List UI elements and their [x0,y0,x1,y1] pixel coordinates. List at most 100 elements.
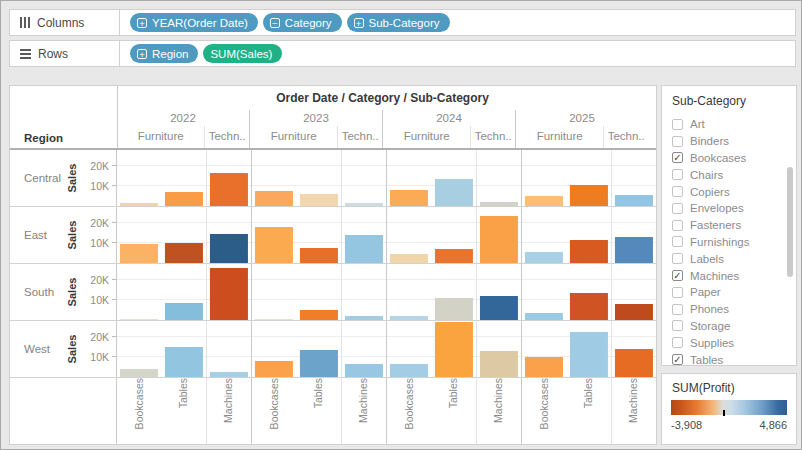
bar-mark-machines[interactable] [615,237,653,263]
filter-item-bookcases[interactable]: ✓Bookcases [672,150,796,167]
shelf-pill-region[interactable]: +Region [130,44,198,63]
bar-mark-machines[interactable] [345,235,383,263]
bar-mark-machines[interactable] [480,216,518,263]
filter-item-storage[interactable]: Storage [672,318,796,335]
bar-mark-machines[interactable] [210,268,248,320]
expand-plus-icon[interactable]: + [137,18,147,28]
shelf-pill-year-order-date-[interactable]: +YEAR(Order Date) [130,13,258,32]
bar-mark-tables[interactable] [164,303,202,320]
shelf-pill-sum-sales-[interactable]: SUM(Sales) [203,44,282,63]
year-header-2023[interactable]: 2023 [250,110,383,126]
bar-mark-tables[interactable] [569,240,607,263]
columns-pill-area[interactable]: +YEAR(Order Date) −Category +Sub-Category [120,13,795,32]
bar-mark-tables[interactable] [569,332,607,377]
bar-mark-tables[interactable] [299,248,337,263]
bar-mark-bookcases[interactable] [525,252,563,263]
bar-mark-machines[interactable] [615,195,653,206]
collapse-minus-icon[interactable]: − [270,18,280,28]
bar-mark-machines[interactable] [615,304,653,320]
rows-pill-area[interactable]: +Region SUM(Sales) [120,44,795,63]
category-header-technology[interactable]: Techn.. [338,126,382,148]
filter-item-machines[interactable]: ✓Machines [672,267,796,284]
filter-item-art[interactable]: Art [672,116,796,133]
bar-mark-machines[interactable] [345,203,383,206]
bar-mark-tables[interactable] [434,322,472,377]
expand-plus-icon[interactable]: + [137,49,147,59]
bar-mark-tables[interactable] [299,350,337,377]
checkbox-unchecked-icon[interactable] [672,119,683,130]
filter-item-envelopes[interactable]: Envelopes [672,200,796,217]
bar-mark-tables[interactable] [164,192,202,206]
filter-scrollbar-thumb[interactable] [787,167,793,277]
bar-mark-tables[interactable] [164,347,202,377]
bar-mark-bookcases[interactable] [525,196,563,206]
region-label[interactable]: West [24,343,50,355]
filter-item-chairs[interactable]: Chairs [672,166,796,183]
bar-mark-machines[interactable] [480,351,518,377]
bar-mark-bookcases[interactable] [390,364,428,377]
bar-mark-bookcases[interactable] [390,190,428,206]
checkbox-checked-icon[interactable]: ✓ [672,354,683,365]
bar-mark-bookcases[interactable] [120,369,158,377]
bar-mark-bookcases[interactable] [390,254,428,263]
bar-mark-tables[interactable] [299,310,337,320]
bar-mark-tables[interactable] [569,293,607,320]
checkbox-unchecked-icon[interactable] [672,337,683,348]
checkbox-checked-icon[interactable]: ✓ [672,270,683,281]
x-label-tables[interactable]: Tables [582,378,595,408]
bar-mark-bookcases[interactable] [525,357,563,377]
region-label[interactable]: South [24,286,54,298]
filter-item-tables[interactable]: ✓Tables [672,351,796,368]
checkbox-unchecked-icon[interactable] [672,253,683,264]
year-header-2024[interactable]: 2024 [383,110,516,126]
x-label-tables[interactable]: Tables [177,378,190,408]
filter-item-labels[interactable]: Labels [672,250,796,267]
bar-mark-tables[interactable] [434,179,472,206]
bar-mark-bookcases[interactable] [120,319,158,320]
category-header-technology[interactable]: Techn.. [471,126,515,148]
bar-mark-machines[interactable] [210,372,248,377]
bar-mark-machines[interactable] [345,316,383,320]
bar-mark-bookcases[interactable] [255,227,293,263]
bar-mark-machines[interactable] [210,234,248,263]
filter-item-binders[interactable]: Binders [672,133,796,150]
bar-mark-machines[interactable] [480,202,518,206]
x-label-tables[interactable]: Tables [312,378,325,408]
checkbox-unchecked-icon[interactable] [672,186,683,197]
x-label-machines[interactable]: Machines [627,378,640,423]
bar-mark-bookcases[interactable] [120,244,158,263]
bar-mark-bookcases[interactable] [120,203,158,206]
bar-mark-bookcases[interactable] [255,191,293,206]
category-header-technology[interactable]: Techn.. [604,126,648,148]
bar-mark-tables[interactable] [434,249,472,263]
region-label[interactable]: Central [24,172,61,184]
checkbox-unchecked-icon[interactable] [672,304,683,315]
bar-mark-bookcases[interactable] [390,316,428,320]
bar-mark-bookcases[interactable] [525,313,563,320]
x-label-bookcases[interactable]: Bookcases [403,378,416,429]
bar-mark-machines[interactable] [480,296,518,320]
bar-mark-tables[interactable] [434,298,472,320]
bar-mark-machines[interactable] [345,364,383,377]
bar-mark-tables[interactable] [299,194,337,206]
checkbox-unchecked-icon[interactable] [672,169,683,180]
expand-plus-icon[interactable]: + [354,18,364,28]
checkbox-unchecked-icon[interactable] [672,236,683,247]
bar-mark-tables[interactable] [569,185,607,206]
filter-item-fasteners[interactable]: Fasteners [672,217,796,234]
shelf-pill-category[interactable]: −Category [263,13,342,32]
profit-gradient-bar[interactable] [671,400,787,415]
year-header-2025[interactable]: 2025 [516,110,648,126]
filter-item-paper[interactable]: Paper [672,284,796,301]
x-label-machines[interactable]: Machines [357,378,370,423]
shelf-pill-sub-category[interactable]: +Sub-Category [347,13,450,32]
x-label-machines[interactable]: Machines [492,378,505,423]
checkbox-checked-icon[interactable]: ✓ [672,152,683,163]
x-label-machines[interactable]: Machines [222,378,235,423]
bar-mark-machines[interactable] [210,173,248,206]
x-label-bookcases[interactable]: Bookcases [133,378,146,429]
x-label-bookcases[interactable]: Bookcases [538,378,551,429]
category-header-furniture[interactable]: Furniture [250,126,338,148]
bar-mark-bookcases[interactable] [255,319,293,320]
category-header-furniture[interactable]: Furniture [117,126,205,148]
